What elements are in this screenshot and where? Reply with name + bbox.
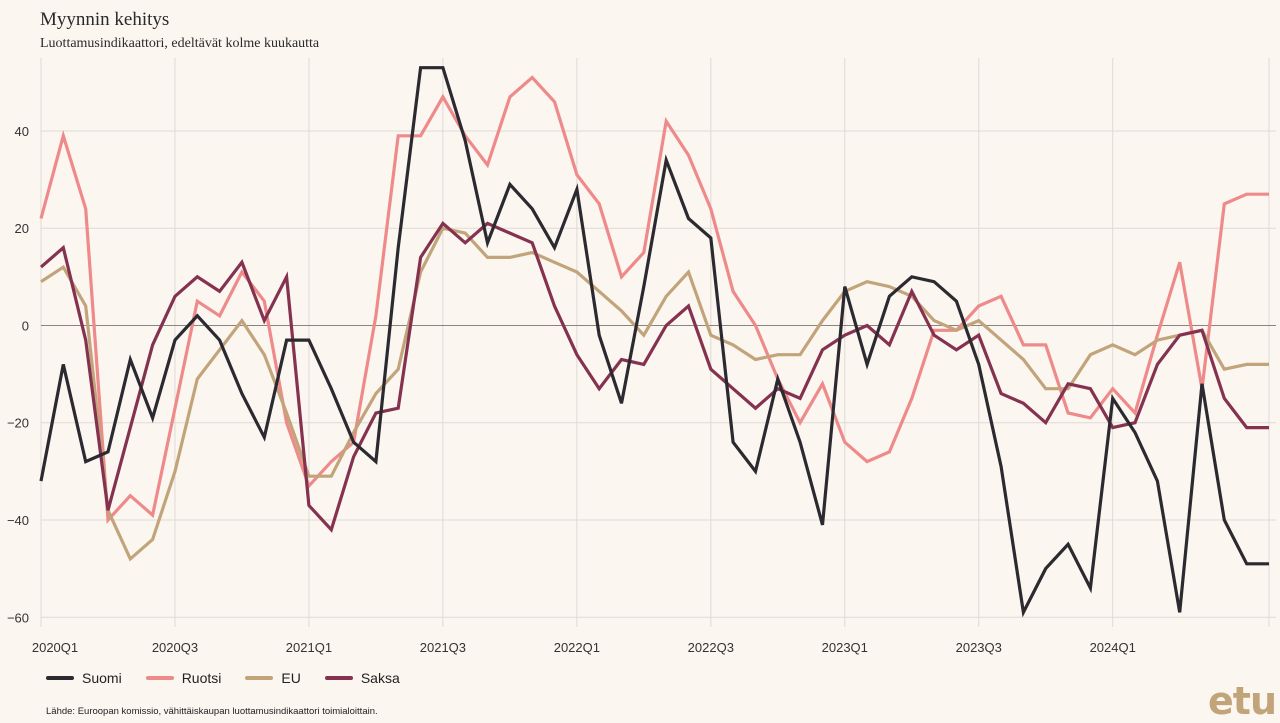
x-tick-label: 2022Q1 <box>554 640 600 655</box>
legend-item-eu: EU <box>245 670 301 686</box>
legend-item-saksa: Saksa <box>324 670 400 686</box>
x-tick-label: 2023Q1 <box>822 640 868 655</box>
legend-swatch <box>324 676 353 680</box>
legend-swatch <box>145 676 174 680</box>
legend-swatch <box>245 676 274 680</box>
series-line-suomi <box>39 66 1269 618</box>
x-tick-label: 2023Q3 <box>956 640 1002 655</box>
y-tick-label: −20 <box>7 416 29 431</box>
y-tick-label: −60 <box>7 610 29 625</box>
legend-label: EU <box>281 670 301 686</box>
vertical-gridlines <box>40 58 1270 627</box>
legend-item-ruotsi: Ruotsi <box>145 670 222 686</box>
y-tick-label: 20 <box>15 221 29 236</box>
x-tick-label: 2022Q3 <box>688 640 734 655</box>
x-tick-label: 2021Q3 <box>420 640 466 655</box>
series-line-saksa <box>39 220 1269 533</box>
legend-label: Ruotsi <box>181 670 222 686</box>
y-tick-label: 0 <box>22 318 29 333</box>
chart-subtitle: Luottamusindikaattori, edeltävät kolme k… <box>40 36 320 51</box>
series-line-eu <box>40 226 1269 562</box>
legend-label: Saksa <box>360 670 400 686</box>
x-tick-label: 2020Q1 <box>32 640 78 655</box>
legend: Suomi Ruotsi EU Saksa <box>46 670 400 686</box>
source-note: Lähde: Euroopan komissio, vähittäiskaupa… <box>46 706 378 717</box>
y-tick-label: −40 <box>7 513 29 528</box>
x-tick-labels: 2020Q1 2020Q3 2021Q1 2021Q3 2022Q1 2022Q3 2023… <box>32 640 1136 655</box>
x-tick-label: 2024Q1 <box>1090 640 1136 655</box>
series-lines <box>39 66 1269 618</box>
etu-logo: etu <box>1208 679 1277 723</box>
series-line-ruotsi <box>39 75 1269 524</box>
legend-item-suomi: Suomi <box>46 670 122 686</box>
y-tick-label: 40 <box>15 124 29 139</box>
chart-title: Myynnin kehitys <box>40 9 170 30</box>
x-tick-label: 2021Q1 <box>286 640 332 655</box>
legend-label: Suomi <box>82 670 122 686</box>
legend-swatch <box>46 676 74 680</box>
x-tick-label: 2020Q3 <box>152 640 198 655</box>
y-tick-labels: −60 −40 −20 0 20 40 <box>7 124 29 625</box>
